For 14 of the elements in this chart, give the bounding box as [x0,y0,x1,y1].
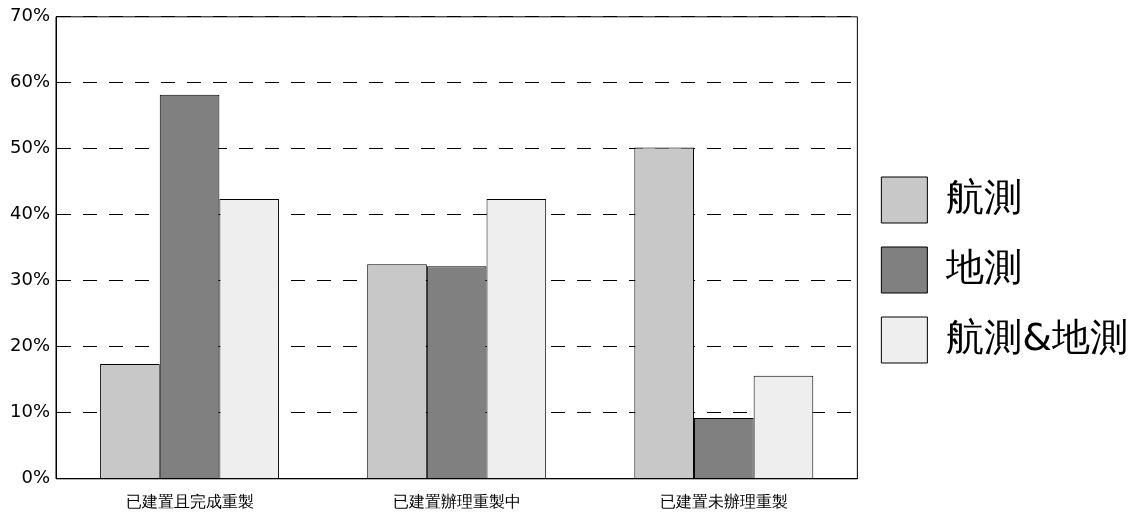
y-tick-label: 40% [9,202,51,224]
legend-label: 航測&地測 [946,314,1129,359]
y-tick-label: 60% [9,70,51,92]
x-tick-label: 已建置未辦理重製 [659,491,788,511]
x-tick-label: 已建置辦理重製中 [392,491,521,511]
legend-label: 地測 [945,244,1023,289]
y-tick-label: 20% [9,334,51,356]
y-tick-label: 30% [9,268,51,290]
legend-label: 航測 [946,174,1023,219]
y-tick-label: 0% [21,466,51,488]
y-tick-label: 10% [9,400,51,422]
y-tick-label: 70% [9,4,51,26]
y-tick-label: 50% [9,136,51,158]
x-tick-label: 已建置且完成重製 [125,491,254,511]
